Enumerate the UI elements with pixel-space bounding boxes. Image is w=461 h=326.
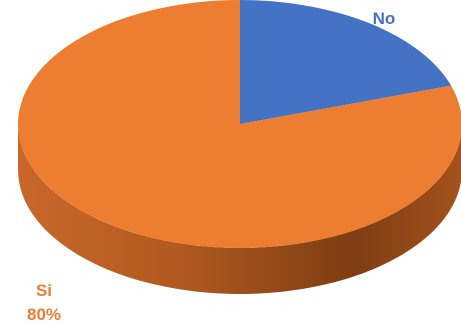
pie-slice-no xyxy=(240,0,452,124)
data-label-no-value: 20% xyxy=(367,33,401,52)
data-labels: No 20% Si 80% xyxy=(27,9,401,324)
pie-slice-si xyxy=(18,0,461,248)
pie-slices xyxy=(18,0,461,248)
pie-side-si xyxy=(18,124,461,294)
data-label-no-name: No xyxy=(373,9,396,28)
data-label-si-name: Si xyxy=(36,281,52,300)
data-label-si-value: 80% xyxy=(27,305,61,324)
pie-3d-sides xyxy=(18,124,461,294)
